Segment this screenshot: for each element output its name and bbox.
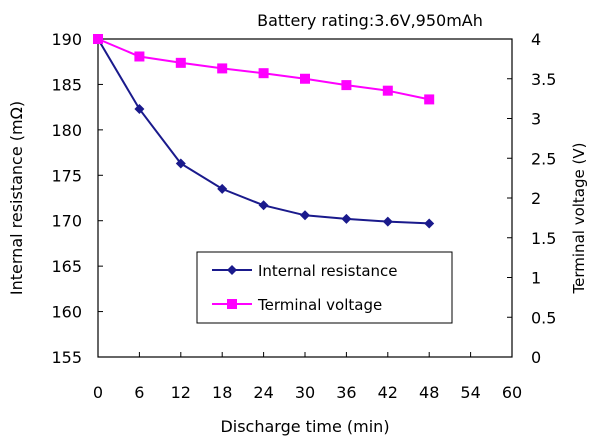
right-y-tick-label: 0 bbox=[531, 348, 541, 367]
series-line-0 bbox=[97, 38, 430, 225]
left-y-tick-label: 190 bbox=[51, 30, 82, 49]
data-point bbox=[175, 57, 186, 68]
x-tick-label: 6 bbox=[134, 383, 144, 402]
legend-label-terminal-voltage: Terminal voltage bbox=[257, 296, 382, 314]
x-tick-label: 30 bbox=[295, 383, 315, 402]
x-tick-label: 18 bbox=[212, 383, 232, 402]
data-point bbox=[382, 85, 393, 96]
right-y-tick-label: 2.5 bbox=[531, 149, 556, 168]
data-point bbox=[258, 200, 269, 211]
x-axis: 0 6 12 18 24 30 36 42 48 54 60 bbox=[93, 352, 522, 402]
data-point bbox=[217, 183, 228, 194]
left-y-tick-label: 160 bbox=[51, 303, 82, 322]
x-tick-label: 48 bbox=[419, 383, 439, 402]
right-y-tick-label: 1.5 bbox=[531, 229, 556, 248]
legend-marker-internal-resistance bbox=[227, 265, 237, 275]
x-axis-label: Discharge time (min) bbox=[220, 417, 389, 436]
left-y-tick-label: 170 bbox=[51, 212, 82, 231]
data-point bbox=[258, 68, 269, 79]
data-point bbox=[175, 158, 186, 169]
x-tick-label: 36 bbox=[336, 383, 356, 402]
data-point bbox=[382, 216, 393, 227]
data-point bbox=[300, 73, 310, 84]
legend-marker-terminal-voltage bbox=[227, 299, 237, 309]
x-tick-label: 54 bbox=[460, 383, 480, 402]
data-point bbox=[424, 94, 435, 105]
data-point bbox=[424, 218, 435, 229]
x-tick-label: 24 bbox=[253, 383, 273, 402]
data-point bbox=[134, 103, 145, 114]
legend-box bbox=[196, 251, 453, 324]
data-point bbox=[341, 213, 352, 224]
right-y-tick-label: 3 bbox=[531, 110, 541, 129]
left-y-tick-label: 185 bbox=[51, 75, 82, 94]
x-tick-label: 60 bbox=[502, 383, 522, 402]
right-y-tick-label: 0.5 bbox=[531, 308, 556, 327]
right-y-tick-label: 2 bbox=[531, 189, 541, 208]
legend-label-internal-resistance: Internal resistance bbox=[258, 262, 398, 280]
data-point bbox=[134, 51, 145, 62]
right-y-axis: 0 0.5 1 1.5 2 2.5 3 3.5 4 bbox=[507, 30, 556, 367]
data-point bbox=[300, 210, 310, 221]
data-point bbox=[217, 63, 228, 74]
right-y-tick-label: 4 bbox=[531, 30, 541, 49]
left-y-axis-label: Internal resistance (mΩ) bbox=[7, 101, 26, 295]
left-y-tick-label: 175 bbox=[51, 166, 82, 185]
right-y-tick-label: 3.5 bbox=[531, 70, 556, 89]
right-y-tick-label: 1 bbox=[531, 269, 541, 288]
left-y-tick-label: 180 bbox=[51, 121, 82, 140]
data-point bbox=[93, 34, 103, 44]
right-y-axis-label: Terminal voltage (V) bbox=[570, 143, 588, 295]
x-tick-label: 0 bbox=[93, 383, 103, 402]
chart-title: Battery rating:3.6V,950mAh bbox=[257, 11, 483, 30]
series-layer bbox=[93, 34, 435, 229]
x-tick-label: 42 bbox=[378, 383, 398, 402]
left-y-axis: 155 160 165 170 175 180 185 190 bbox=[51, 30, 103, 367]
x-tick-label: 12 bbox=[171, 383, 191, 402]
data-point bbox=[341, 80, 352, 91]
left-y-tick-label: 165 bbox=[51, 257, 82, 276]
legend: Internal resistance Terminal voltage bbox=[196, 251, 453, 324]
left-y-tick-label: 155 bbox=[51, 348, 82, 367]
